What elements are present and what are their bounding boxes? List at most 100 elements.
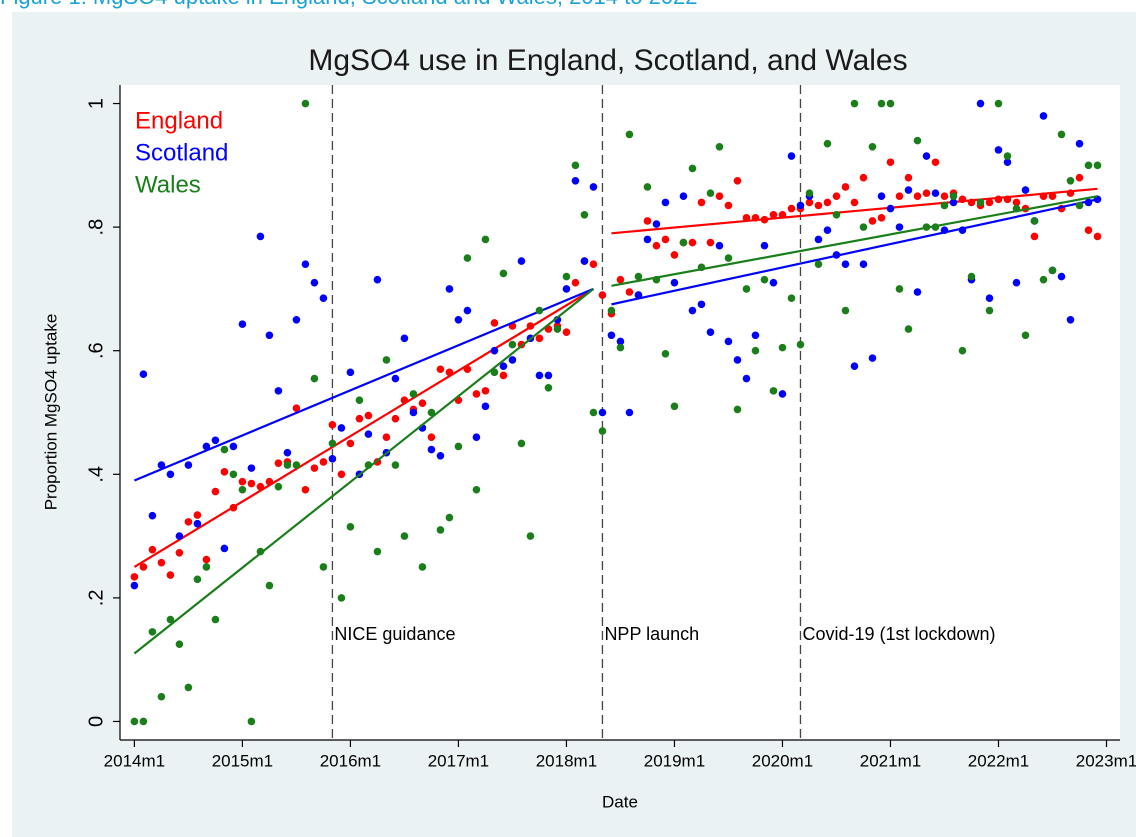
- data-point: [733, 405, 742, 414]
- data-point: [1048, 192, 1057, 201]
- y-tick-label: 0: [85, 716, 107, 727]
- data-point: [130, 573, 139, 581]
- data-point: [517, 439, 526, 448]
- data-point: [958, 346, 967, 355]
- data-point: [238, 477, 247, 486]
- data-point: [256, 547, 265, 556]
- data-point: [499, 362, 508, 370]
- data-point: [949, 192, 958, 201]
- data-point: [841, 183, 850, 191]
- data-point: [571, 278, 580, 287]
- data-point: [310, 278, 319, 287]
- data-point: [535, 334, 544, 343]
- data-point: [139, 563, 148, 571]
- data-point: [796, 340, 805, 349]
- event-label: NICE guidance: [334, 624, 455, 644]
- data-point: [544, 371, 553, 380]
- x-tick-label: 2020m1: [752, 751, 813, 770]
- data-point: [598, 291, 607, 299]
- data-point: [571, 161, 580, 170]
- data-point: [508, 356, 517, 364]
- data-point: [310, 374, 319, 383]
- data-point: [445, 285, 454, 293]
- data-point: [805, 198, 814, 207]
- data-point: [319, 458, 328, 466]
- data-point: [364, 411, 373, 420]
- data-point: [778, 390, 787, 398]
- data-point: [598, 427, 607, 435]
- data-point: [661, 349, 670, 358]
- data-point: [490, 346, 499, 355]
- data-point: [139, 717, 148, 726]
- data-point: [652, 241, 661, 250]
- data-point: [940, 192, 949, 201]
- data-point: [346, 523, 355, 531]
- data-point: [733, 356, 742, 364]
- data-point: [472, 485, 481, 494]
- data-point: [706, 328, 715, 336]
- data-point: [427, 433, 436, 442]
- data-point: [157, 558, 166, 567]
- data-point: [418, 399, 427, 408]
- data-point: [562, 285, 571, 293]
- data-point: [436, 526, 445, 534]
- y-axis-title: Proportion MgSO4 uptake: [41, 314, 60, 511]
- data-point: [247, 717, 256, 726]
- data-point: [922, 189, 931, 197]
- data-point: [724, 201, 733, 210]
- data-point: [283, 448, 292, 457]
- data-point: [895, 192, 904, 201]
- data-point: [922, 152, 931, 160]
- data-point: [994, 146, 1003, 154]
- data-point: [337, 424, 346, 432]
- data-point: [553, 325, 562, 333]
- x-tick-label: 2014m1: [104, 751, 165, 770]
- x-tick-label: 2022m1: [968, 751, 1029, 770]
- data-point: [463, 254, 472, 262]
- y-tick-label: .8: [85, 219, 107, 236]
- data-point: [643, 183, 652, 191]
- data-point: [247, 479, 256, 488]
- chart-title: MgSO4 use in England, Scotland, and Wale…: [308, 44, 907, 77]
- data-point: [985, 294, 994, 302]
- data-point: [229, 442, 238, 451]
- data-point: [1084, 226, 1093, 235]
- data-point: [490, 319, 499, 327]
- data-point: [148, 628, 157, 636]
- data-point: [976, 198, 985, 207]
- data-point: [274, 482, 283, 491]
- data-point: [1003, 152, 1012, 160]
- data-point: [454, 442, 463, 451]
- data-point: [841, 306, 850, 315]
- data-point: [220, 445, 229, 454]
- data-point: [1039, 112, 1048, 120]
- data-point: [409, 408, 418, 417]
- data-point: [346, 439, 355, 448]
- legend-label: Scotland: [135, 139, 228, 166]
- fit-line: [611, 187, 1098, 235]
- data-point: [499, 371, 508, 380]
- data-point: [193, 519, 202, 528]
- data-point: [706, 189, 715, 197]
- data-point: [652, 220, 661, 228]
- data-point: [841, 260, 850, 268]
- data-point: [787, 152, 796, 160]
- data-point: [760, 275, 769, 284]
- data-point: [661, 198, 670, 207]
- data-point: [247, 464, 256, 472]
- data-point: [1021, 186, 1030, 194]
- data-point: [1039, 275, 1048, 284]
- data-point: [832, 192, 841, 201]
- data-point: [724, 254, 733, 262]
- data-point: [994, 99, 1003, 108]
- data-point: [742, 374, 751, 383]
- data-point: [229, 470, 238, 479]
- data-point: [238, 320, 247, 328]
- data-point: [787, 204, 796, 213]
- data-point: [661, 235, 670, 244]
- fit-line: [611, 198, 1098, 306]
- data-point: [328, 421, 337, 429]
- data-point: [292, 316, 301, 324]
- data-point: [409, 390, 418, 398]
- data-point: [508, 340, 517, 349]
